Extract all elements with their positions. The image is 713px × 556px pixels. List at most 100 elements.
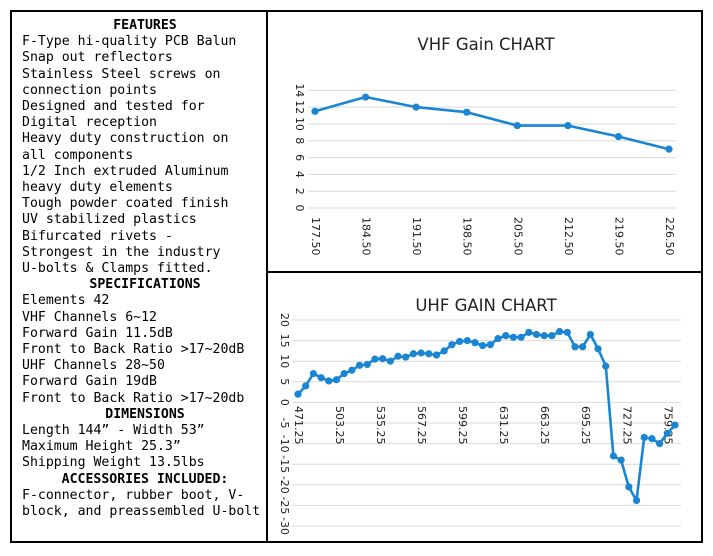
uhf-data-point bbox=[309, 369, 317, 378]
uhf-data-point bbox=[425, 350, 433, 358]
uhf-gridlines bbox=[292, 319, 681, 527]
vhf-x-tick-label: 212.50 bbox=[562, 217, 575, 256]
uhf-data-point bbox=[656, 440, 664, 448]
uhf-x-tick-labels: 471.25 503.25 535.25 567.25 599.25 631.25 663.… bbox=[292, 406, 713, 445]
specification-line: Elements 42 bbox=[22, 293, 110, 309]
uhf-y-tick-labels: -30 -25 -20 -15 -10 -5 0 5 10 15 20 bbox=[278, 313, 291, 535]
dimension-line: Shipping Weight 13.5lbs bbox=[22, 455, 205, 471]
uhf-x-tick-label: 535.25 bbox=[374, 406, 387, 445]
uhf-chart-panel: UHF GAIN CHART -30 -25 -20 -15 -10 -5 0 5 10 15 20… bbox=[266, 271, 713, 543]
accessories-text: F-connector, rubber boot, V-block, and p… bbox=[22, 487, 261, 520]
uhf-y-tick-label: -10 bbox=[278, 435, 291, 453]
vhf-y-tick-label: 2 bbox=[293, 188, 306, 195]
uhf-y-tick-label: 20 bbox=[278, 313, 291, 327]
uhf-data-point bbox=[563, 328, 571, 336]
uhf-x-tick-label: 695.25 bbox=[579, 406, 592, 445]
uhf-data-point bbox=[448, 341, 456, 349]
uhf-data-point bbox=[325, 377, 333, 385]
feature-line: Tough powder coated finish bbox=[22, 196, 229, 212]
specifications-list: Elements 42 VHF Channels 6~12 Forward Gain… bbox=[22, 293, 268, 406]
vhf-y-tick-label: 0 bbox=[293, 205, 306, 212]
uhf-series bbox=[294, 327, 679, 505]
vhf-y-tick-labels: 0 2 4 6 8 10 12 14 bbox=[293, 83, 306, 211]
specifications-heading: SPECIFICATIONS bbox=[89, 277, 201, 293]
uhf-data-point bbox=[648, 435, 656, 443]
vhf-data-point bbox=[463, 108, 471, 116]
dimension-line: Maximum Height 25.3” bbox=[22, 439, 181, 455]
uhf-data-point bbox=[371, 355, 379, 363]
uhf-data-point bbox=[617, 456, 625, 464]
uhf-y-tick-label: -15 bbox=[278, 455, 291, 473]
vhf-x-tick-label: 219.50 bbox=[612, 217, 625, 256]
uhf-x-tick-label: 567.25 bbox=[415, 406, 428, 445]
vhf-x-tick-label: 177.50 bbox=[309, 217, 322, 256]
uhf-data-point bbox=[586, 330, 594, 339]
feature-line: Heavy duty construction on bbox=[22, 131, 229, 147]
feature-line: heavy duty elements bbox=[22, 180, 173, 196]
vhf-x-tick-label: 191.50 bbox=[410, 217, 423, 256]
uhf-y-tick-label: 5 bbox=[278, 378, 291, 385]
features-heading: FEATURES bbox=[113, 18, 177, 33]
specs-text: FEATURES F-Type hi-quality PCB Balun Snap… bbox=[22, 18, 268, 520]
feature-line: Bifurcated rivets - bbox=[22, 228, 173, 244]
uhf-chart-title: UHF GAIN CHART bbox=[415, 296, 557, 315]
uhf-x-tick-label: 503.25 bbox=[333, 406, 346, 445]
uhf-data-point bbox=[463, 337, 471, 345]
vhf-x-tick-label: 226.50 bbox=[663, 217, 676, 256]
uhf-data-point bbox=[432, 351, 441, 359]
uhf-data-point bbox=[355, 361, 364, 369]
uhf-data-point bbox=[532, 330, 541, 339]
feature-line: Stainless Steel screws on bbox=[22, 66, 221, 82]
uhf-data-point bbox=[609, 452, 618, 460]
uhf-data-point bbox=[517, 333, 525, 341]
feature-line: connection points bbox=[22, 82, 157, 98]
uhf-data-point bbox=[494, 334, 502, 343]
uhf-y-tick-label: -25 bbox=[278, 496, 291, 514]
uhf-data-point bbox=[555, 327, 564, 336]
uhf-data-point bbox=[317, 374, 325, 382]
uhf-data-point bbox=[440, 347, 448, 355]
uhf-x-tick-label: 663.25 bbox=[538, 406, 551, 445]
accessories-heading: ACCESSORIES INCLUDED: bbox=[61, 471, 229, 487]
uhf-data-point bbox=[525, 328, 533, 336]
vhf-series-line bbox=[314, 95, 670, 151]
uhf-data-point bbox=[671, 421, 679, 429]
uhf-x-tick-label: 471.25 bbox=[292, 406, 305, 445]
feature-line: Designed and tested for bbox=[22, 99, 205, 115]
vhf-x-tick-labels: 177.50 184.50 191.50 198.50 205.50 212.50 219.… bbox=[309, 217, 676, 256]
feature-line: F-Type hi-quality PCB Balun bbox=[22, 34, 237, 50]
uhf-data-point bbox=[302, 382, 310, 390]
uhf-data-point bbox=[548, 332, 556, 340]
vhf-data-point bbox=[361, 93, 370, 101]
uhf-data-point bbox=[571, 343, 579, 351]
specification-line: Forward Gain 19dB bbox=[22, 374, 157, 390]
vhf-x-tick-label: 184.50 bbox=[360, 217, 373, 256]
uhf-data-point bbox=[402, 353, 410, 361]
uhf-y-tick-label: 10 bbox=[278, 354, 291, 368]
uhf-data-point bbox=[294, 390, 302, 398]
uhf-data-point bbox=[394, 352, 402, 360]
dimensions-heading: DIMENSIONS bbox=[105, 406, 185, 422]
vhf-data-point bbox=[412, 103, 420, 111]
uhf-data-point bbox=[509, 333, 518, 341]
feature-line: Strongest in the industry bbox=[22, 244, 221, 260]
specification-line: Front to Back Ratio >17~20dB bbox=[22, 342, 245, 358]
uhf-data-point bbox=[340, 369, 348, 378]
uhf-x-tick-label: 727.25 bbox=[620, 406, 633, 445]
dimensions-list: Length 144” - Width 53” Maximum Height 25… bbox=[22, 423, 268, 472]
vhf-chart-panel: VHF Gain CHART 0 2 4 6 8 10 12 14 177.50 184.50 1… bbox=[266, 10, 703, 273]
vhf-x-tick-label: 205.50 bbox=[511, 217, 524, 255]
uhf-y-tick-label: 0 bbox=[278, 399, 291, 406]
uhf-data-point bbox=[332, 376, 341, 384]
uhf-data-point bbox=[663, 429, 671, 437]
vhf-x-tick-label: 198.50 bbox=[461, 217, 474, 256]
uhf-y-tick-label: -20 bbox=[278, 476, 291, 494]
uhf-data-point bbox=[348, 366, 356, 374]
vhf-chart-title: VHF Gain CHART bbox=[417, 35, 555, 54]
uhf-x-tick-label: 599.25 bbox=[456, 406, 469, 445]
vhf-y-tick-label: 8 bbox=[293, 137, 306, 144]
uhf-data-point bbox=[602, 362, 610, 370]
uhf-y-tick-label: 15 bbox=[278, 334, 291, 348]
vhf-y-tick-label: 12 bbox=[293, 100, 306, 114]
uhf-data-point bbox=[379, 355, 387, 363]
